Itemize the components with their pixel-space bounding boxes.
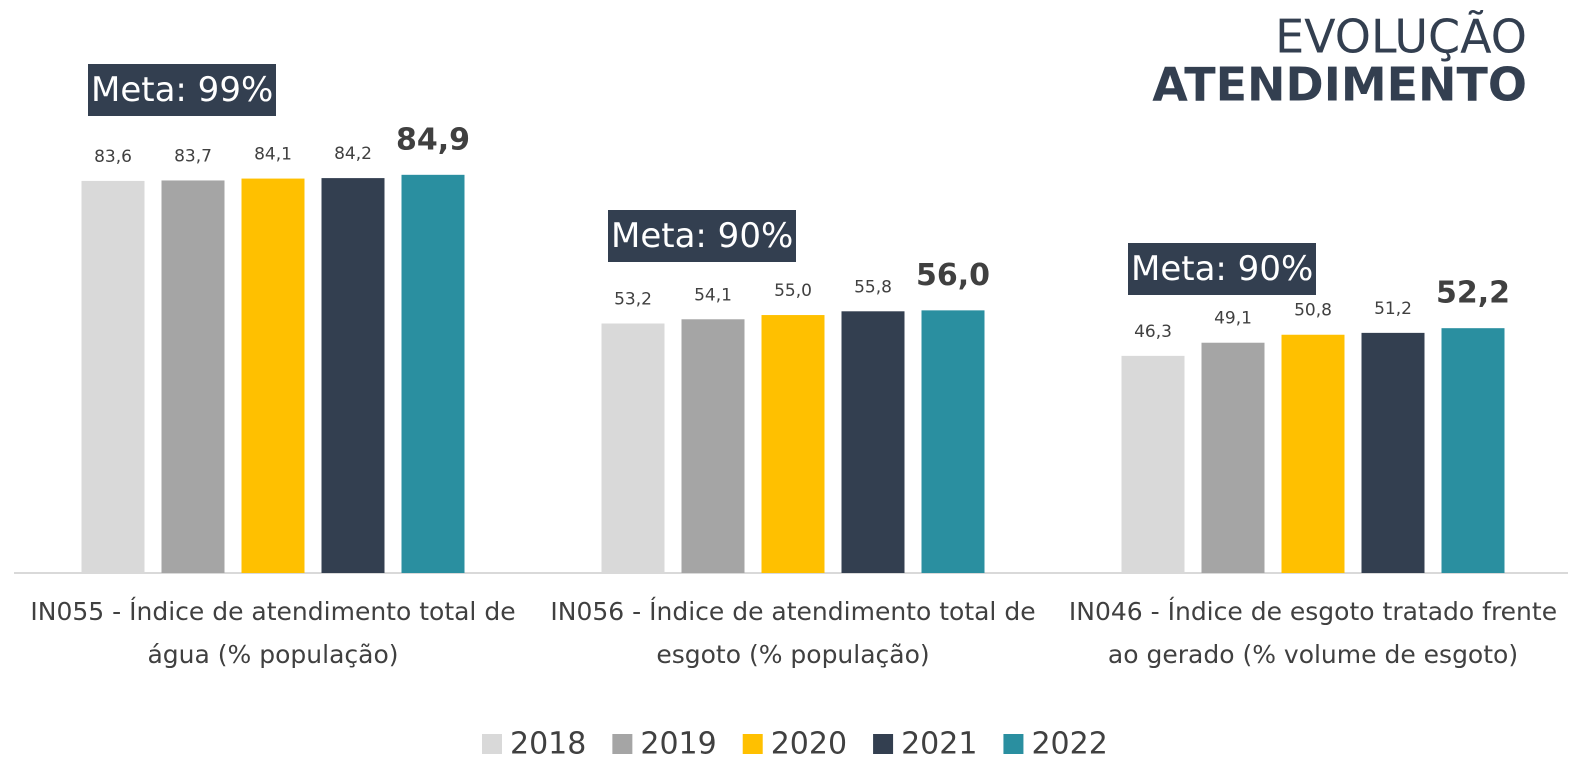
legend-label: 2018 — [510, 727, 586, 762]
bar — [1361, 332, 1425, 573]
goal-annotation: Meta: 90% — [1128, 243, 1317, 295]
bar — [601, 323, 665, 573]
goal-annotation: Meta: 99% — [88, 64, 277, 116]
bar — [1281, 334, 1345, 573]
value-label: 84,9 — [396, 122, 470, 157]
bar — [1441, 328, 1505, 573]
legend-swatch — [1003, 734, 1024, 754]
legend-swatch — [873, 734, 894, 754]
value-label: 83,7 — [174, 146, 212, 166]
legend-swatch — [742, 734, 763, 754]
chart-subtitle: ATENDIMENTO — [1152, 58, 1527, 112]
value-label: 50,8 — [1294, 301, 1332, 321]
bar — [321, 178, 385, 574]
value-label: 56,0 — [916, 258, 990, 293]
value-label: 83,6 — [94, 147, 132, 167]
goal-annotation: Meta: 90% — [608, 210, 797, 262]
value-label: 54,1 — [694, 285, 732, 305]
bar — [841, 311, 905, 573]
bar — [681, 319, 745, 573]
bar — [401, 174, 465, 573]
legend-label: 2022 — [1031, 727, 1107, 762]
legend-label: 2020 — [771, 727, 847, 762]
value-label: 46,3 — [1134, 322, 1172, 342]
value-label: 55,8 — [854, 277, 892, 297]
value-label: 52,2 — [1436, 276, 1510, 311]
category-label: IN056 - Índice de atendimento total de e… — [550, 597, 1036, 669]
value-label: 55,0 — [774, 281, 812, 301]
chart-title: EVOLUÇÃO — [1275, 10, 1527, 64]
category-label: IN055 - Índice de atendimento total de á… — [30, 597, 516, 669]
legend-label: 2021 — [901, 727, 977, 762]
value-label: 84,2 — [334, 144, 372, 164]
legend-swatch — [482, 734, 502, 754]
bar — [241, 178, 305, 574]
value-label: 53,2 — [614, 289, 652, 309]
legend-label: 2019 — [640, 727, 716, 762]
legend-swatch — [612, 734, 633, 754]
value-label: 84,1 — [254, 145, 292, 165]
value-label: 49,1 — [1214, 309, 1252, 329]
bar — [761, 315, 825, 573]
bar — [81, 180, 145, 573]
bar — [921, 310, 985, 573]
value-label: 51,2 — [1374, 299, 1412, 319]
category-label: IN046 - Índice de esgoto tratado frente … — [1068, 597, 1558, 669]
bar — [161, 180, 225, 573]
bar — [1201, 342, 1265, 573]
bar — [1121, 355, 1185, 573]
